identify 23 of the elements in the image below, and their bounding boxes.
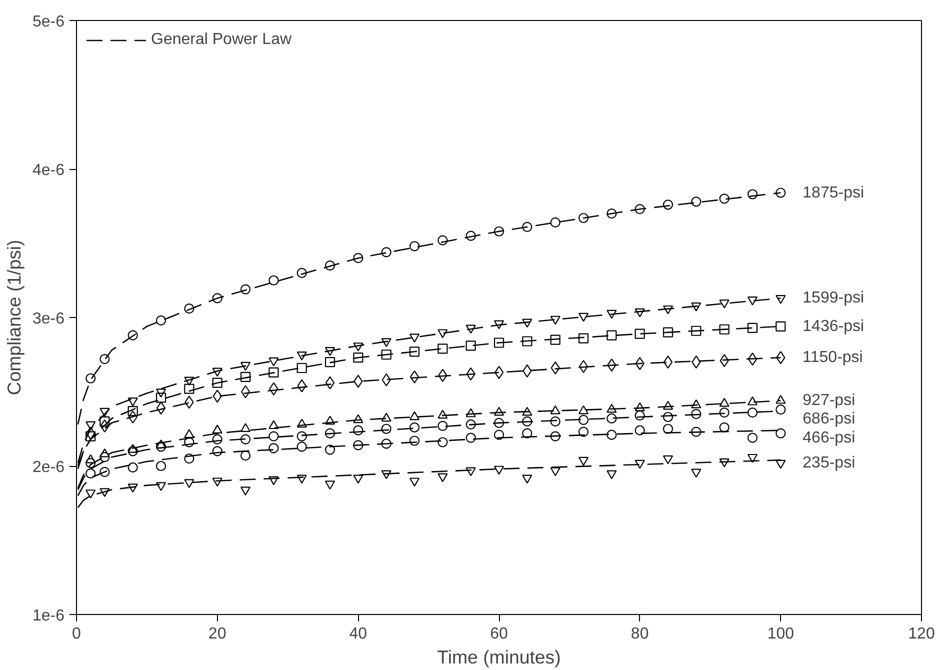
x-tick-label: 40 xyxy=(349,626,368,642)
y-tick-label: 5e-6 xyxy=(32,14,65,30)
y-axis-title: Compliance (1/psi) xyxy=(3,240,24,396)
y-tick-label: 2e-6 xyxy=(32,459,65,476)
y-tick-label: 1e-6 xyxy=(32,608,65,624)
x-tick-label: 120 xyxy=(908,626,935,642)
series-label: 235-psi xyxy=(802,454,856,472)
series-label: 1150-psi xyxy=(802,349,863,366)
series-label: 466-psi xyxy=(802,429,856,446)
x-tick-label: 80 xyxy=(630,626,649,642)
series-label: 1599-psi xyxy=(802,290,864,307)
y-tick-label: 3e-6 xyxy=(32,310,65,328)
x-tick-label: 60 xyxy=(490,626,508,642)
x-tick-label: 20 xyxy=(208,626,226,642)
x-tick-label: 100 xyxy=(767,626,794,642)
series-label: 686-psi xyxy=(802,410,856,428)
x-axis-title: Time (minutes) xyxy=(437,646,561,668)
series-label: 1436-psi xyxy=(802,318,864,335)
legend-label: General Power Law xyxy=(151,31,292,49)
series-label: 1875-psi xyxy=(802,184,864,202)
series-label: 927-psi xyxy=(802,392,856,410)
x-tick-label: 0 xyxy=(72,626,82,642)
y-tick-label: 4e-6 xyxy=(32,162,65,179)
